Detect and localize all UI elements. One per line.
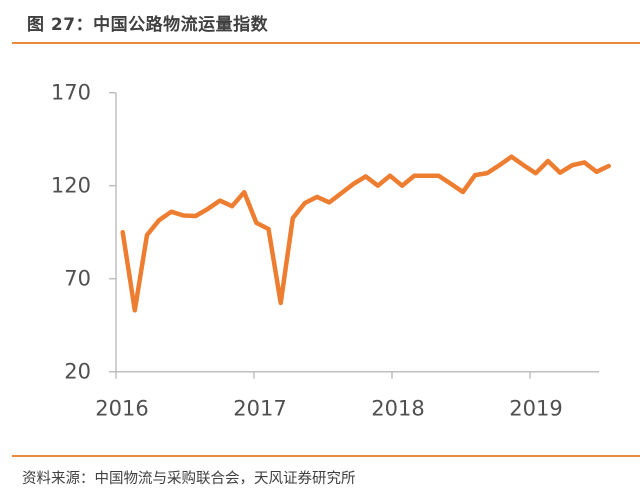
source-note: 资料来源：中国物流与采购联合会，天风证券研究所 (22, 471, 356, 487)
y-tick-label: 120 (51, 174, 91, 198)
y-axis: 20 70 120 170 (51, 81, 117, 384)
x-axis: 2016 2017 2018 2019 (95, 370, 599, 421)
y-tick-label: 70 (64, 267, 91, 291)
series-line (120, 154, 611, 313)
x-tick-label: 2016 (95, 397, 148, 421)
footer-divider (12, 455, 640, 457)
x-tick-label: 2017 (233, 397, 286, 421)
x-tick-label: 2019 (509, 397, 562, 421)
y-tick-label: 170 (51, 81, 91, 105)
y-tick-label: 20 (64, 360, 91, 384)
title-divider (12, 42, 640, 44)
figure-title: 图 27：中国公路物流运量指数 (27, 15, 269, 35)
x-tick-label: 2018 (371, 397, 424, 421)
